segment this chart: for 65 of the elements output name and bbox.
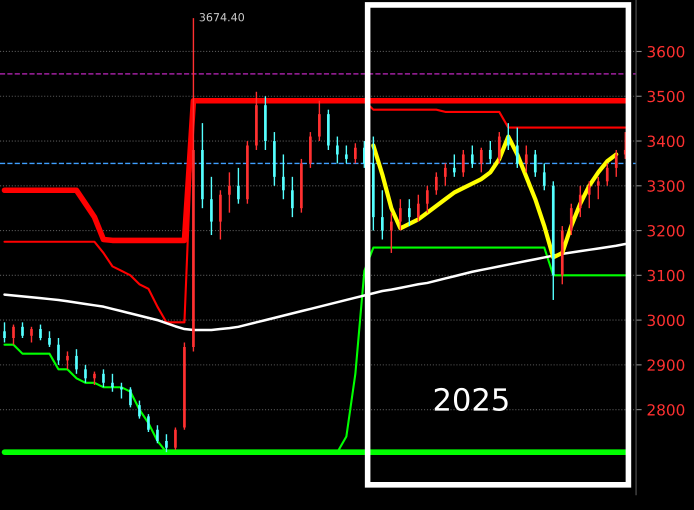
candlestick [210, 176, 213, 236]
candlestick [174, 426, 177, 451]
candlestick [534, 149, 537, 178]
y-tick-label: 3400 [648, 135, 684, 148]
candlestick [102, 368, 105, 388]
candlestick [282, 154, 285, 200]
y-tick-label: 3500 [648, 90, 684, 102]
candlestick [570, 203, 573, 236]
y-tick-label: 3100 [648, 270, 684, 282]
line-series [371, 134, 618, 260]
candlestick [93, 370, 96, 386]
candlestick [120, 382, 123, 400]
candlestick [75, 348, 78, 375]
candlestick [426, 185, 429, 214]
candlestick [84, 364, 87, 384]
candlestick [408, 198, 411, 227]
candlestick [336, 136, 339, 164]
candlestick [138, 400, 141, 420]
candlestick [578, 185, 582, 218]
candlestick [596, 176, 600, 200]
candlestick [524, 144, 528, 174]
candlestick [434, 172, 438, 196]
annotation: 3674.40 [200, 12, 244, 22]
candlestick [354, 142, 357, 164]
candlestick [156, 424, 159, 444]
candlestick [416, 194, 420, 222]
candlestick [165, 434, 168, 453]
candlestick [291, 176, 294, 218]
candlestick [66, 350, 69, 370]
candlestick [480, 147, 483, 174]
candlestick [488, 140, 492, 164]
candlestick [444, 162, 447, 186]
candlestick [318, 100, 321, 142]
candlestick [57, 337, 60, 366]
candlestick [111, 373, 114, 392]
candlestick [147, 413, 150, 433]
annotation: 2025 [434, 388, 508, 412]
candlestick [21, 322, 24, 339]
candlestick [237, 167, 240, 204]
y-tick-label: 3600 [648, 46, 684, 58]
candlestick [452, 154, 456, 178]
candlestick [30, 326, 33, 344]
candlestick [390, 212, 393, 254]
candlestick [129, 386, 132, 408]
candlestick [470, 144, 474, 169]
y-tick-label: 2800 [648, 404, 684, 416]
candlestick [542, 162, 546, 191]
y-tick-label: 3000 [648, 314, 684, 326]
candlestick [39, 324, 42, 341]
candlestick [506, 122, 510, 151]
candlestick [12, 324, 15, 346]
y-tick-label: 2900 [648, 359, 684, 371]
candlestick [498, 131, 501, 164]
candlestick [228, 172, 231, 214]
candlestick [345, 144, 348, 164]
candlestick [462, 149, 465, 178]
candlestick [614, 149, 618, 178]
candlestick [3, 322, 6, 344]
candlestick [48, 330, 51, 348]
candlestick [398, 198, 402, 232]
candlestick [381, 190, 384, 240]
y-tick-label: 3200 [648, 225, 684, 237]
candlestick [606, 162, 609, 186]
y-tick-label: 3300 [648, 180, 684, 192]
candlestick [516, 126, 519, 169]
